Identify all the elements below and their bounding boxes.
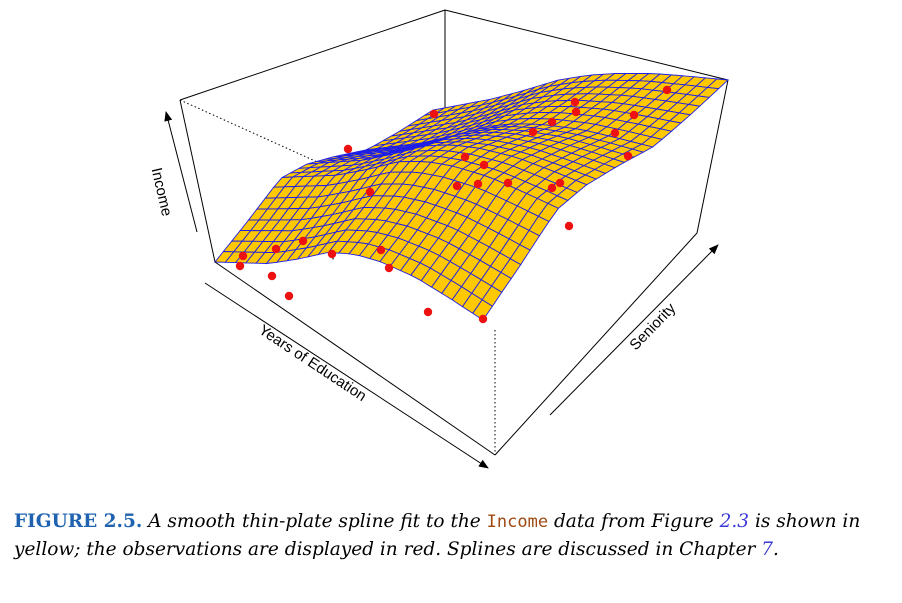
observation-point [610, 128, 620, 138]
observation-point [571, 107, 581, 117]
spline-surface-plot: Income Years of Education Seniority [148, 9, 730, 469]
observation-point [267, 271, 277, 281]
observation-point [503, 178, 513, 188]
caption-end: . [773, 539, 779, 560]
caption-text-1: A smooth thin-plate spline fit to the [148, 511, 481, 532]
box-front-edges [214, 232, 698, 456]
caption-text-2: data from Figure [553, 511, 714, 532]
caption-text-3: is shown in yellow; the observations are… [14, 511, 861, 560]
box-back-edges [179, 9, 729, 263]
observation-point [271, 244, 281, 254]
observation-point [423, 307, 433, 317]
figure-caption: FIGURE 2.5. A smooth thin-plate spline f… [14, 508, 894, 563]
observation-point [479, 160, 489, 170]
observation-point [570, 97, 580, 107]
surface-patch [214, 251, 235, 263]
observation-point [478, 314, 488, 324]
education-axis-label: Years of Education [256, 322, 370, 405]
chapter-ref-link[interactable]: 7 [761, 539, 774, 560]
income-axis-arrow [164, 111, 198, 233]
observation-point [473, 179, 483, 189]
observation-point [238, 251, 248, 261]
observation-point [365, 187, 375, 197]
observation-point [376, 245, 386, 255]
spline-surface [214, 72, 730, 321]
seniority-axis-label: Seniority [626, 300, 679, 354]
income-axis-label: Income [148, 166, 176, 218]
caption-code-income: Income [486, 512, 549, 532]
education-axis-arrow [204, 282, 489, 469]
figure-label: FIGURE 2.5. [14, 511, 143, 532]
observation-point [327, 249, 337, 259]
observation-point [662, 85, 672, 95]
observation-point [452, 181, 462, 191]
observation-point [623, 151, 633, 161]
observation-point [547, 117, 557, 127]
observation-point [343, 144, 353, 154]
observation-point [460, 152, 470, 162]
observation-point [629, 110, 639, 120]
observation-point [235, 261, 245, 271]
observation-point [298, 236, 308, 246]
observation-point [284, 291, 294, 301]
observation-point [564, 221, 574, 231]
seniority-axis-arrow [549, 244, 719, 416]
figure-ref-link[interactable]: 2.3 [719, 511, 750, 532]
observation-point [429, 109, 439, 119]
observation-point [384, 263, 394, 273]
observation-point [528, 127, 538, 137]
observations [235, 85, 672, 324]
observation-point [547, 183, 557, 193]
observation-point [555, 178, 565, 188]
